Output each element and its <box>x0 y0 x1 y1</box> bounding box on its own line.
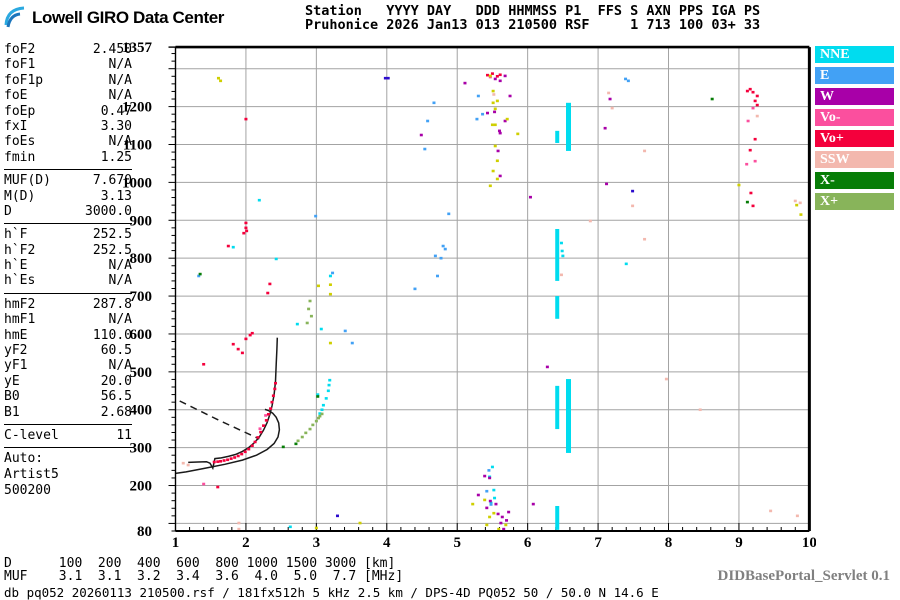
param-row: foEp 0.47 <box>4 103 132 119</box>
svg-text:80: 80 <box>137 524 152 540</box>
page-title: Lowell GIRO Data Center <box>32 8 225 27</box>
station-header-line1: Station YYYY DAY DDD HHMMSS P1 FFS S AXN… <box>305 3 761 19</box>
svg-text:9: 9 <box>735 535 743 551</box>
legend-item-ssw: SSW <box>815 151 894 168</box>
param-row: h`F2 252.5 <box>4 242 132 258</box>
svg-text:700: 700 <box>130 289 153 305</box>
param-row: fmin 1.25 <box>4 149 132 165</box>
param-row: yF2 60.5 <box>4 343 132 359</box>
brand: Lowell GIRO Data Center <box>3 4 224 32</box>
param-row: hmE 110.0 <box>4 327 132 343</box>
station-header: Station YYYY DAY DDD HHMMSS P1 FFS S AXN… <box>305 3 761 33</box>
svg-text:1000: 1000 <box>122 175 152 191</box>
param-row: foF1p N/A <box>4 72 132 88</box>
param-row: B0 56.5 <box>4 389 132 405</box>
param-row: yE 20.0 <box>4 373 132 389</box>
distance-row: D 100 200 400 600 800 1000 1500 3000 [km… <box>4 556 396 571</box>
svg-text:200: 200 <box>130 479 153 495</box>
auto-program: Artist5 <box>4 466 59 482</box>
panel-divider <box>4 169 132 171</box>
svg-text:1357: 1357 <box>122 40 153 56</box>
svg-text:900: 900 <box>130 213 153 229</box>
auto-block: Auto: Artist5 500200 <box>4 451 132 498</box>
panel-divider <box>4 223 132 225</box>
svg-text:1200: 1200 <box>122 100 152 116</box>
legend-item-x-: X- <box>815 172 894 189</box>
station-header-line2: Pruhonice 2026 Jan13 013 210500 RSF 1 71… <box>305 16 761 33</box>
param-row: D 3000.0 <box>4 203 132 219</box>
legend-item-x+: X+ <box>815 193 894 210</box>
param-row: foE N/A <box>4 88 132 104</box>
param-groups: foF2 2.450 foF1 N/A foF1p N/A foE N/A foEp 0.47 fx… <box>4 42 132 449</box>
servlet-version-label: DIDBasePortal_Servlet 0.1 <box>717 568 890 584</box>
legend-item-vo+: Vo+ <box>815 130 894 147</box>
param-row: foEs N/A <box>4 134 132 150</box>
panel-divider <box>4 423 132 425</box>
param-row: M(D) 3.13 <box>4 188 132 204</box>
param-row: hmF2 287.8 <box>4 296 132 312</box>
svg-text:8: 8 <box>665 535 673 551</box>
svg-text:500: 500 <box>130 365 153 381</box>
svg-text:800: 800 <box>130 251 153 267</box>
svg-text:10: 10 <box>802 535 816 551</box>
svg-text:4: 4 <box>383 535 391 551</box>
giro-logo-icon <box>3 4 29 32</box>
param-row: h`E N/A <box>4 258 132 274</box>
param-row: foF1 N/A <box>4 57 132 73</box>
panel-divider <box>4 447 132 449</box>
legend-item-nne: NNE <box>815 46 894 63</box>
echo-legend: NNE E W Vo- Vo+ SSW X- X+ <box>815 46 894 214</box>
svg-text:400: 400 <box>130 403 153 419</box>
svg-text:1100: 1100 <box>123 137 152 153</box>
ionogram-plot: 8020030040050060070080090010001100120013… <box>122 40 816 551</box>
param-row: foF2 2.450 <box>4 42 132 57</box>
param-row: MUF(D) 7.670 <box>4 173 132 189</box>
footer-record-info: db pq052 20260113 210500.rsf / 181fx512h… <box>4 585 659 600</box>
param-row: hmF1 N/A <box>4 312 132 328</box>
svg-text:1: 1 <box>172 535 180 551</box>
auto-label: Auto: <box>4 451 44 467</box>
panel-divider <box>4 292 132 294</box>
param-row: h`F 252.5 <box>4 227 132 243</box>
param-row: yF1 N/A <box>4 358 132 374</box>
svg-text:7: 7 <box>594 535 602 551</box>
muf-row: MUF 3.1 3.1 3.2 3.4 3.6 4.0 5.0 7.7 [MHz… <box>4 569 404 584</box>
legend-item-w: W <box>815 88 894 105</box>
svg-text:5: 5 <box>453 535 461 551</box>
param-row: C-level 11 <box>4 427 132 443</box>
legend-item-vo-: Vo- <box>815 109 894 126</box>
svg-text:6: 6 <box>524 535 532 551</box>
svg-text:600: 600 <box>130 327 153 343</box>
auto-version: 500200 <box>4 482 51 498</box>
param-row: h`Es N/A <box>4 273 132 289</box>
param-row: B1 2.68 <box>4 404 132 420</box>
svg-text:300: 300 <box>130 441 153 457</box>
svg-text:3: 3 <box>313 535 321 551</box>
svg-text:2: 2 <box>242 535 250 551</box>
legend-item-e: E <box>815 67 894 84</box>
parameter-panel: foF2 2.450 foF1 N/A foF1p N/A foE N/A foEp 0.47 fx… <box>4 42 132 498</box>
param-row: fxI 3.30 <box>4 118 132 134</box>
